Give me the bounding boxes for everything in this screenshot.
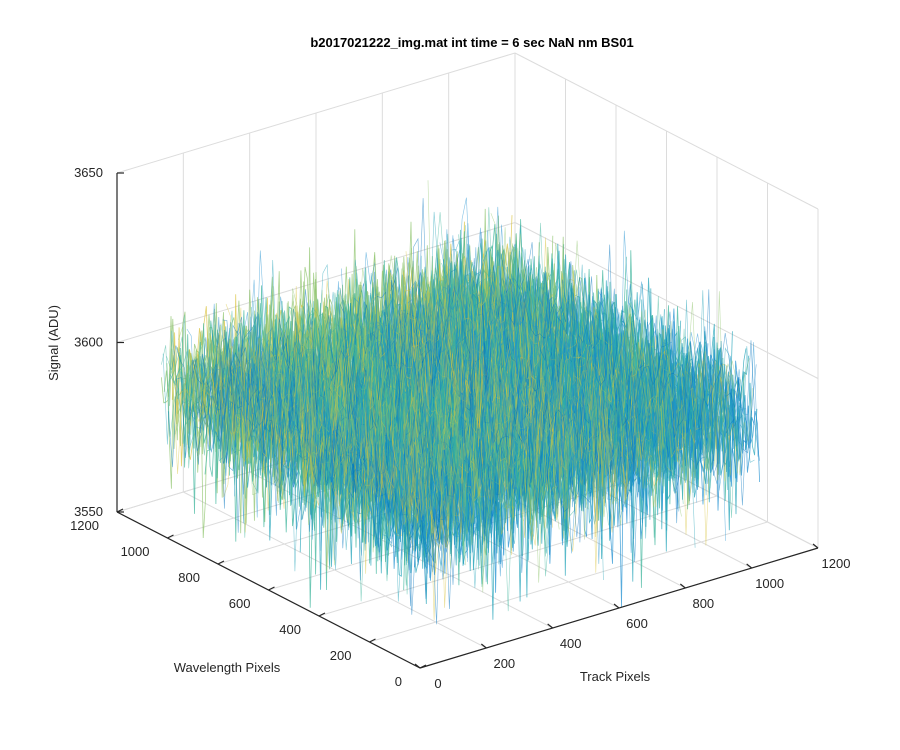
y-tick [217,560,225,565]
surface-column [451,248,711,539]
x-tick-label: 1000 [755,576,784,591]
surface-column [171,339,431,599]
surface-column [492,247,752,449]
y-tick [167,534,174,539]
y-tick [318,612,326,617]
surface-column [497,242,757,472]
z-tick-label: 3650 [74,165,103,180]
chart-title: b2017021222_img.mat int time = 6 sec NaN… [310,35,633,50]
y-axis-label: Wavelength Pixels [174,660,281,675]
x-tick [679,583,686,589]
axes [116,172,819,669]
x-tick-label: 800 [692,596,714,611]
x-tick-label: 600 [626,616,648,631]
y-tick-label: 400 [279,622,301,637]
z-tick-label: 3550 [74,504,103,519]
z-tick-label: 3600 [74,335,103,350]
y-tick-label: 1200 [70,518,99,533]
grid-line [514,52,819,210]
y-tick [419,664,427,669]
surface-column [222,319,482,553]
y-tick [369,638,376,643]
y-tick-label: 800 [178,570,200,585]
y-tick [268,586,275,591]
y-tick-label: 1000 [121,544,150,559]
surface-column [500,253,760,506]
grid-line [514,222,819,379]
x-tick [812,543,819,549]
tick-labels: 0 200 400 600 800 1000 1200 0 200 400 600 800 1000 12… [70,165,850,691]
x-tick [480,643,487,649]
surface-column [488,206,748,451]
x-axis-label: Track Pixels [580,669,651,684]
surface-column [349,307,609,526]
x-tick-label: 200 [493,656,515,671]
y-tick-label: 200 [330,648,352,663]
surface-mesh [161,180,760,625]
z-axis-label: Signal (ADU) [46,305,61,381]
surface-column [494,233,754,476]
surface-column [254,311,514,525]
x-tick-label: 1200 [822,556,851,571]
x-tick [414,663,421,669]
surface-column [463,249,723,458]
grid-line [369,521,768,643]
x-tick-label: 0 [434,676,441,691]
x-tick [613,603,620,609]
surface-column [415,271,675,543]
grid-line [318,495,718,617]
surface-column [444,274,704,477]
y-tick-label: 600 [229,596,251,611]
y-tick-label: 0 [395,674,402,689]
x-tick [746,563,753,569]
grid-line [116,52,516,174]
x-tick [547,623,554,629]
surface-column [437,229,698,503]
x-tick-label: 400 [560,636,582,651]
